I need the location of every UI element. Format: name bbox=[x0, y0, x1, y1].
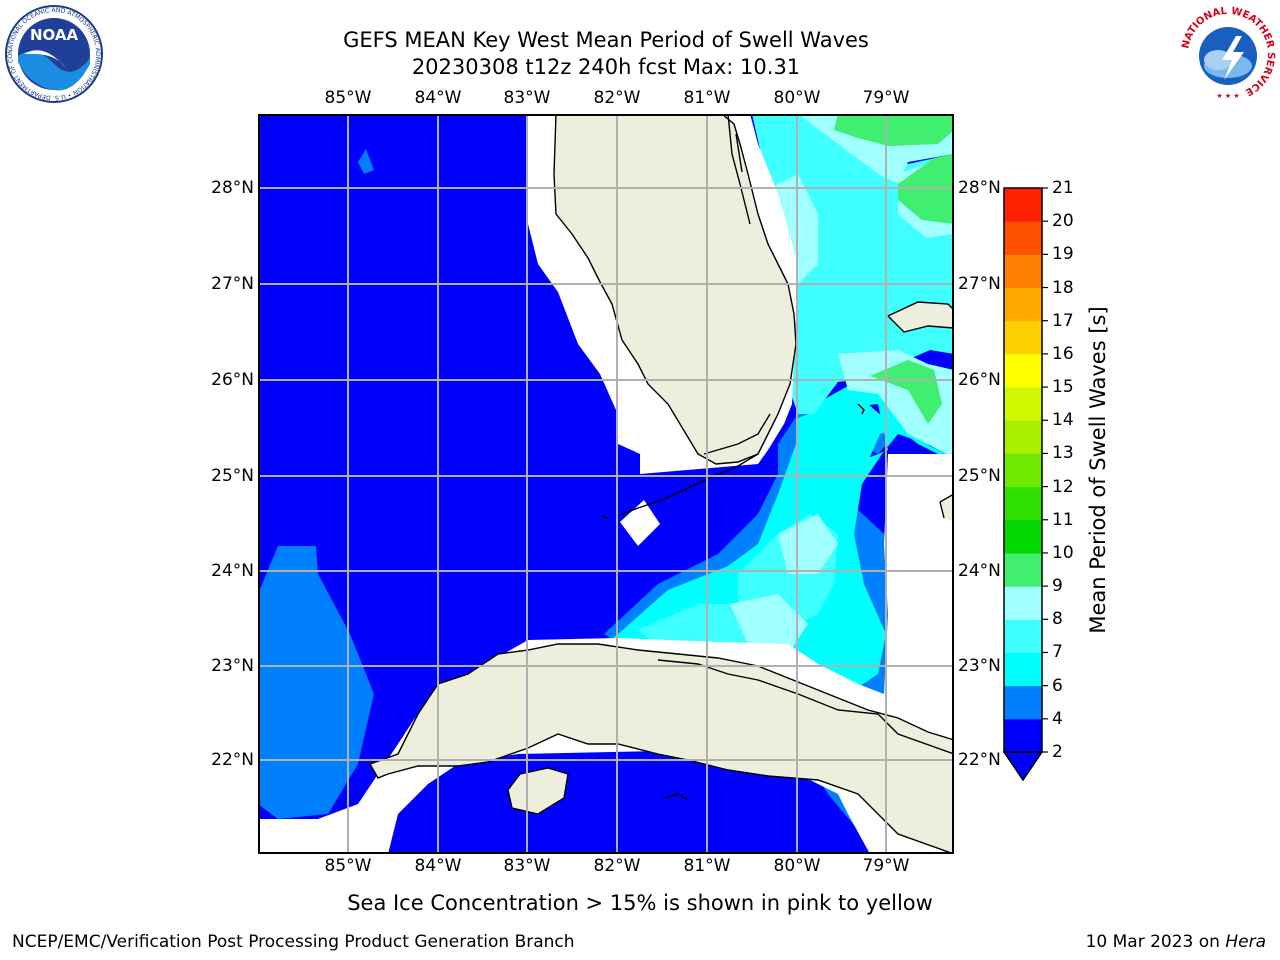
lat-label-left: 22°N bbox=[211, 750, 254, 770]
colorbar-segment bbox=[1004, 486, 1042, 521]
ocean-8-9s-region bbox=[730, 594, 808, 654]
lat-label-right: 27°N bbox=[958, 274, 1001, 294]
credit-date-text: 10 Mar 2023 on bbox=[1085, 932, 1220, 952]
colorbar-label: 9 bbox=[1052, 576, 1063, 597]
colorbar-segment bbox=[1004, 652, 1042, 687]
colorbar-title: Mean Period of Swell Waves [s] bbox=[1086, 306, 1110, 634]
nws-logo: NATIONAL WEATHER SERVICE ★ ★ ★ bbox=[1180, 6, 1276, 102]
colorbar-segment bbox=[1004, 320, 1042, 355]
no-data-area bbox=[620, 500, 660, 546]
colorbar-segment bbox=[1004, 221, 1042, 255]
isla-juventud-land bbox=[508, 768, 568, 814]
lon-label-bottom: 82°W bbox=[593, 856, 641, 876]
lat-label-right: 23°N bbox=[958, 656, 1001, 676]
lat-label-left: 27°N bbox=[211, 274, 254, 294]
noaa-logo: NATIONAL OCEANIC AND ATMOSPHERIC ADMINIS… bbox=[4, 4, 103, 103]
lon-label-top: 81°W bbox=[683, 88, 731, 108]
lat-label-right: 22°N bbox=[958, 750, 1001, 770]
lon-label-top: 84°W bbox=[414, 88, 462, 108]
credit-date: 10 Mar 2023 on Hera bbox=[1086, 932, 1266, 952]
lon-label-bottom: 85°W bbox=[324, 856, 372, 876]
lon-label-bottom: 81°W bbox=[683, 856, 731, 876]
colorbar-segment bbox=[1004, 552, 1042, 587]
colorbar-segment bbox=[1004, 420, 1042, 454]
colorbar-segment bbox=[1004, 453, 1042, 488]
ocean-4-6s-region bbox=[358, 149, 374, 174]
lon-label-bottom: 79°W bbox=[862, 856, 910, 876]
sea-ice-footnote: Sea Ice Concentration > 15% is shown in … bbox=[347, 891, 933, 915]
ocean-9-10s-region bbox=[834, 114, 954, 146]
lon-label-top: 79°W bbox=[862, 88, 910, 108]
svg-text:★ ★ ★: ★ ★ ★ bbox=[1216, 92, 1239, 100]
colorbar-label: 18 bbox=[1052, 277, 1074, 298]
colorbar-segment bbox=[1004, 254, 1042, 289]
lat-label-right: 24°N bbox=[958, 561, 1001, 581]
colorbar-label: 21 bbox=[1052, 178, 1074, 198]
chart-subtitle: 20230308 t12z 240h fcst Max: 10.31 bbox=[411, 55, 801, 79]
bahamas-land bbox=[888, 302, 954, 332]
lon-label-top: 82°W bbox=[593, 88, 641, 108]
colorbar-label: 2 bbox=[1052, 742, 1063, 762]
colorbar-segment bbox=[1004, 685, 1042, 720]
lat-label-left: 25°N bbox=[211, 466, 254, 486]
colorbar-label: 19 bbox=[1052, 244, 1074, 265]
colorbar-segment bbox=[1004, 586, 1042, 620]
colorbar-label: 6 bbox=[1052, 675, 1063, 696]
colorbar-segment bbox=[1004, 519, 1042, 554]
colorbar bbox=[1002, 187, 1048, 782]
lat-label-left: 23°N bbox=[211, 656, 254, 676]
credit-branch: NCEP/EMC/Verification Post Processing Pr… bbox=[12, 932, 575, 952]
lon-label-bottom: 84°W bbox=[414, 856, 462, 876]
colorbar-label: 17 bbox=[1052, 310, 1074, 331]
colorbar-segment bbox=[1004, 718, 1042, 753]
map-frame bbox=[258, 114, 954, 854]
lat-label-right: 26°N bbox=[958, 370, 1001, 390]
lat-label-right: 28°N bbox=[958, 178, 1001, 198]
colorbar-label: 13 bbox=[1052, 443, 1074, 464]
lon-label-bottom: 83°W bbox=[503, 856, 551, 876]
chart-title: GEFS MEAN Key West Mean Period of Swell … bbox=[343, 28, 869, 52]
credit-machine: Hera bbox=[1225, 932, 1266, 952]
colorbar-label: 10 bbox=[1052, 542, 1074, 563]
colorbar-label: 4 bbox=[1052, 708, 1063, 729]
colorbar-label: 12 bbox=[1052, 476, 1074, 497]
ocean-9-10s-region bbox=[870, 360, 942, 424]
colorbar-label: 16 bbox=[1052, 343, 1074, 364]
colorbar-label: 8 bbox=[1052, 609, 1063, 630]
cuba-land bbox=[370, 644, 954, 854]
colorbar-frame bbox=[1003, 187, 1043, 753]
colorbar-segment bbox=[1004, 188, 1042, 222]
florida-land bbox=[554, 114, 796, 464]
noaa-logo-text: NOAA bbox=[30, 26, 79, 44]
lat-label-right: 25°N bbox=[958, 466, 1001, 486]
lon-label-top: 85°W bbox=[324, 88, 372, 108]
colorbar-label: 11 bbox=[1052, 509, 1074, 530]
colorbar-segment bbox=[1004, 387, 1042, 421]
colorbar-label: 14 bbox=[1052, 410, 1074, 431]
colorbar-segment bbox=[1004, 287, 1042, 322]
lon-label-top: 83°W bbox=[503, 88, 551, 108]
ocean-4-6s-region bbox=[258, 724, 298, 764]
colorbar-min-extension bbox=[1002, 751, 1044, 782]
lat-label-left: 26°N bbox=[211, 370, 254, 390]
ocean-8-9s-region bbox=[778, 514, 838, 574]
colorbar-label: 20 bbox=[1052, 211, 1074, 232]
colorbar-label: 7 bbox=[1052, 642, 1063, 663]
lat-label-left: 28°N bbox=[211, 178, 254, 198]
graticule bbox=[258, 114, 954, 854]
lon-label-top: 80°W bbox=[773, 88, 821, 108]
colorbar-segment bbox=[1004, 353, 1042, 388]
colorbar-label: 15 bbox=[1052, 377, 1074, 398]
swell-period-map bbox=[258, 114, 954, 854]
lat-label-left: 24°N bbox=[211, 561, 254, 581]
colorbar-segment bbox=[1004, 619, 1042, 653]
lon-label-bottom: 80°W bbox=[773, 856, 821, 876]
